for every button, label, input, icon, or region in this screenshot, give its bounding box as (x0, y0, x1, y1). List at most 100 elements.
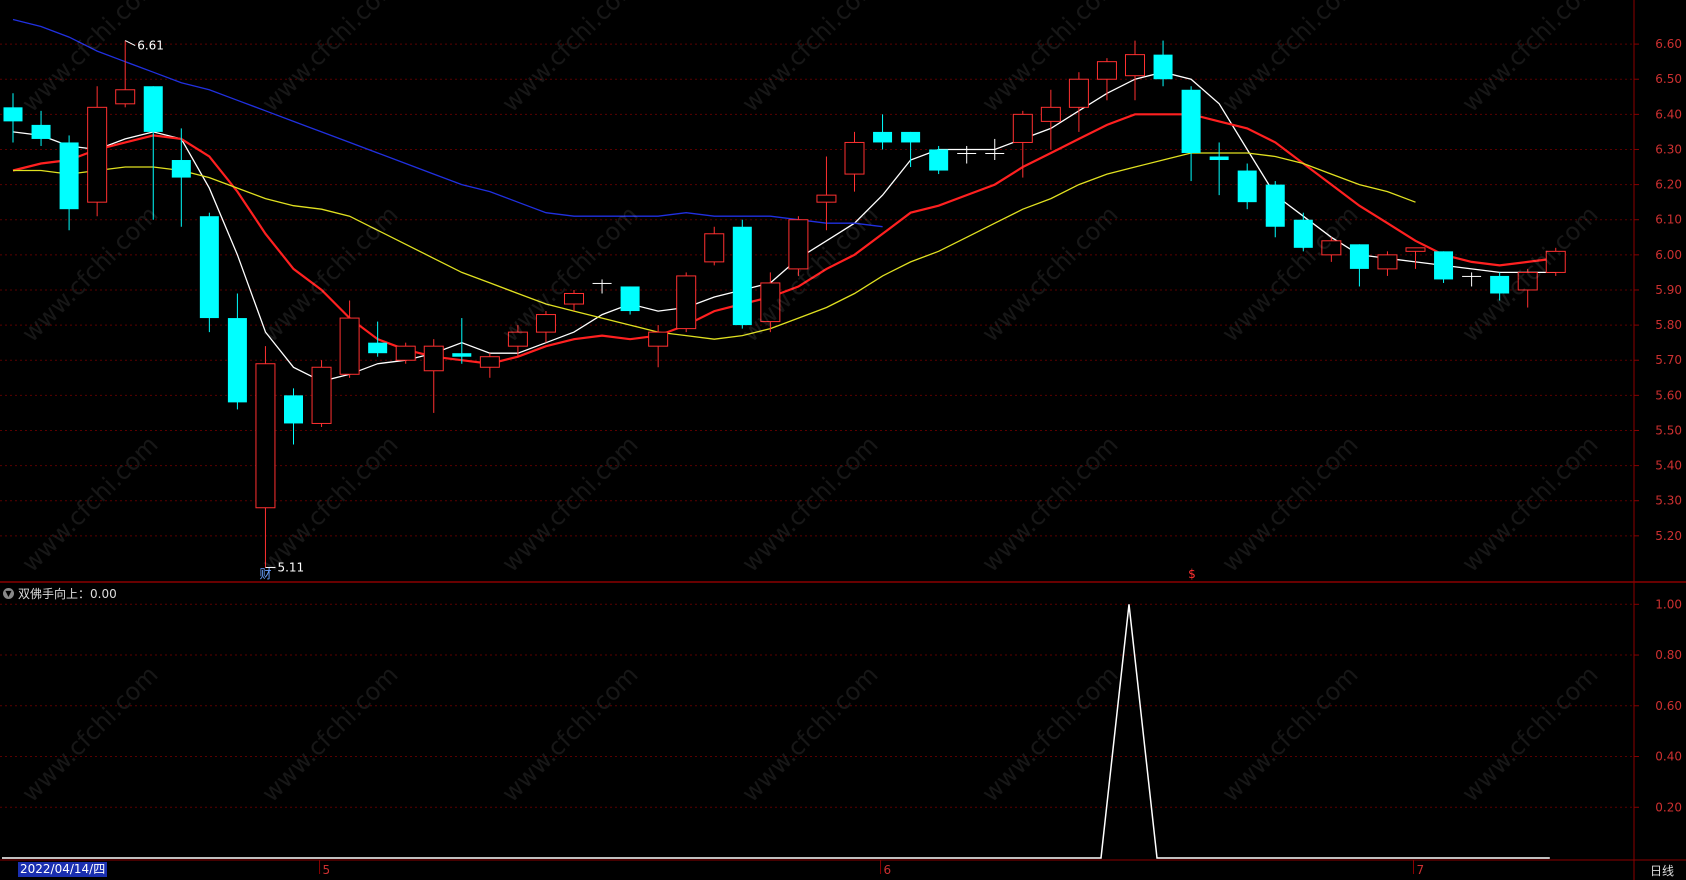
high-marker-label: 6.61 (137, 39, 164, 53)
indicator-line (2, 604, 1550, 859)
y-tick-label: 6.10 (1655, 213, 1682, 227)
moving-average-line (12, 113, 1556, 365)
candle-body (844, 141, 865, 175)
candle-body (1545, 250, 1566, 273)
candle-body (1153, 54, 1173, 80)
candlesticks[interactable] (3, 40, 1566, 568)
y-tick-label: 5.80 (1655, 318, 1682, 332)
candle-body (171, 160, 191, 178)
candle-body (1321, 240, 1342, 256)
candle-body (395, 345, 416, 361)
candle-body (143, 86, 163, 132)
candle-body (227, 318, 247, 403)
y-tick-label: 6.60 (1655, 37, 1682, 51)
indicator-header[interactable]: ▼ 双佛手向上：0.00 (3, 584, 117, 602)
candle-body (87, 106, 108, 203)
candle-body (284, 395, 303, 424)
x-tick-label: 5 (323, 863, 331, 877)
candle-body (1377, 254, 1398, 270)
candle-body (31, 124, 51, 139)
collapse-icon[interactable]: ▼ (3, 587, 14, 599)
candle-body (452, 353, 472, 357)
finance-event-marker: 财 (259, 567, 271, 581)
candle-body (423, 345, 444, 372)
y-tick-label: 5.20 (1655, 529, 1682, 543)
candle-body (1012, 113, 1033, 143)
candle-body (1209, 156, 1229, 161)
axes: 6.60 6.50 6.40 6.30 6.20 6.10 6.00 5.90 5.80 5.70… (124, 37, 1682, 877)
candle-body (816, 194, 837, 203)
candle-body (788, 219, 809, 270)
candle-body (1068, 78, 1089, 108)
indicator-y-tick-label: 0.60 (1655, 699, 1682, 713)
candle-body (59, 142, 79, 210)
candle-body (1517, 271, 1538, 291)
candle-body (1349, 244, 1369, 269)
period-selector[interactable]: 日线 (1649, 864, 1674, 878)
y-tick-label: 6.40 (1655, 107, 1682, 121)
candle-body (704, 233, 725, 263)
candle-body (535, 314, 556, 333)
y-tick-label: 6.50 (1655, 72, 1682, 86)
moving-average-line (13, 152, 1416, 340)
candle-body (368, 342, 388, 354)
candle-body (1490, 275, 1510, 294)
candle-body (760, 282, 781, 323)
indicator-y-tick-label: 0.40 (1655, 750, 1682, 764)
y-tick-label: 5.50 (1655, 423, 1682, 437)
candle-body (957, 152, 977, 154)
moving-average-line (12, 71, 1556, 382)
indicator-y-tick-label: 1.00 (1655, 597, 1682, 611)
indicator-title: 双佛手向上：0.00 (18, 586, 117, 601)
candle-body (1405, 247, 1426, 252)
candle-body (1125, 54, 1145, 77)
candle-body (255, 363, 276, 509)
candle-body (929, 149, 949, 171)
candle-body (1265, 184, 1285, 227)
candle-body (873, 131, 893, 143)
y-tick-label: 5.70 (1655, 353, 1682, 367)
moving-average-line (12, 18, 883, 228)
cursor-date: 2022/04/14/四 (18, 862, 108, 877)
y-tick-label: 6.00 (1655, 248, 1682, 262)
candle-body (564, 292, 584, 305)
indicator-series-line (2, 604, 1550, 859)
indicator-y-tick-label: 0.80 (1655, 648, 1682, 662)
candle-body (311, 366, 332, 424)
candle-body (592, 282, 612, 284)
y-tick-label: 6.20 (1655, 178, 1682, 192)
moving-averages (12, 18, 1556, 382)
candle-body (1237, 170, 1257, 203)
candle-body (507, 331, 528, 347)
candle-body (339, 317, 360, 375)
candle-body (1462, 275, 1482, 277)
y-tick-label: 5.60 (1655, 388, 1682, 402)
candle-body (620, 286, 640, 312)
y-tick-label: 5.90 (1655, 283, 1682, 297)
candle-body (199, 216, 219, 319)
low-marker-label: 5.11 (277, 560, 304, 574)
x-tick-label: 6 (884, 863, 892, 877)
candle-body (1181, 89, 1201, 153)
candle-body (732, 226, 752, 326)
candle-body (3, 107, 23, 122)
candle-body (1293, 219, 1313, 248)
candle-body (1096, 61, 1117, 80)
candle-body (901, 131, 921, 143)
candle-body (985, 152, 1005, 154)
candle-body (1040, 106, 1061, 122)
candle-body (648, 331, 669, 347)
x-tick-label: 7 (1417, 863, 1425, 877)
candle-body (115, 89, 136, 105)
candle-body (676, 275, 697, 330)
indicator-y-tick-label: 0.20 (1655, 800, 1682, 814)
candle-body (1434, 251, 1454, 280)
candle-body (479, 356, 500, 368)
y-tick-label: 5.40 (1655, 459, 1682, 473)
y-tick-label: 5.30 (1655, 494, 1682, 508)
high-marker-arrow (124, 40, 136, 47)
y-tick-label: 6.30 (1655, 142, 1682, 156)
dividend-event-marker: $ (1188, 567, 1196, 581)
